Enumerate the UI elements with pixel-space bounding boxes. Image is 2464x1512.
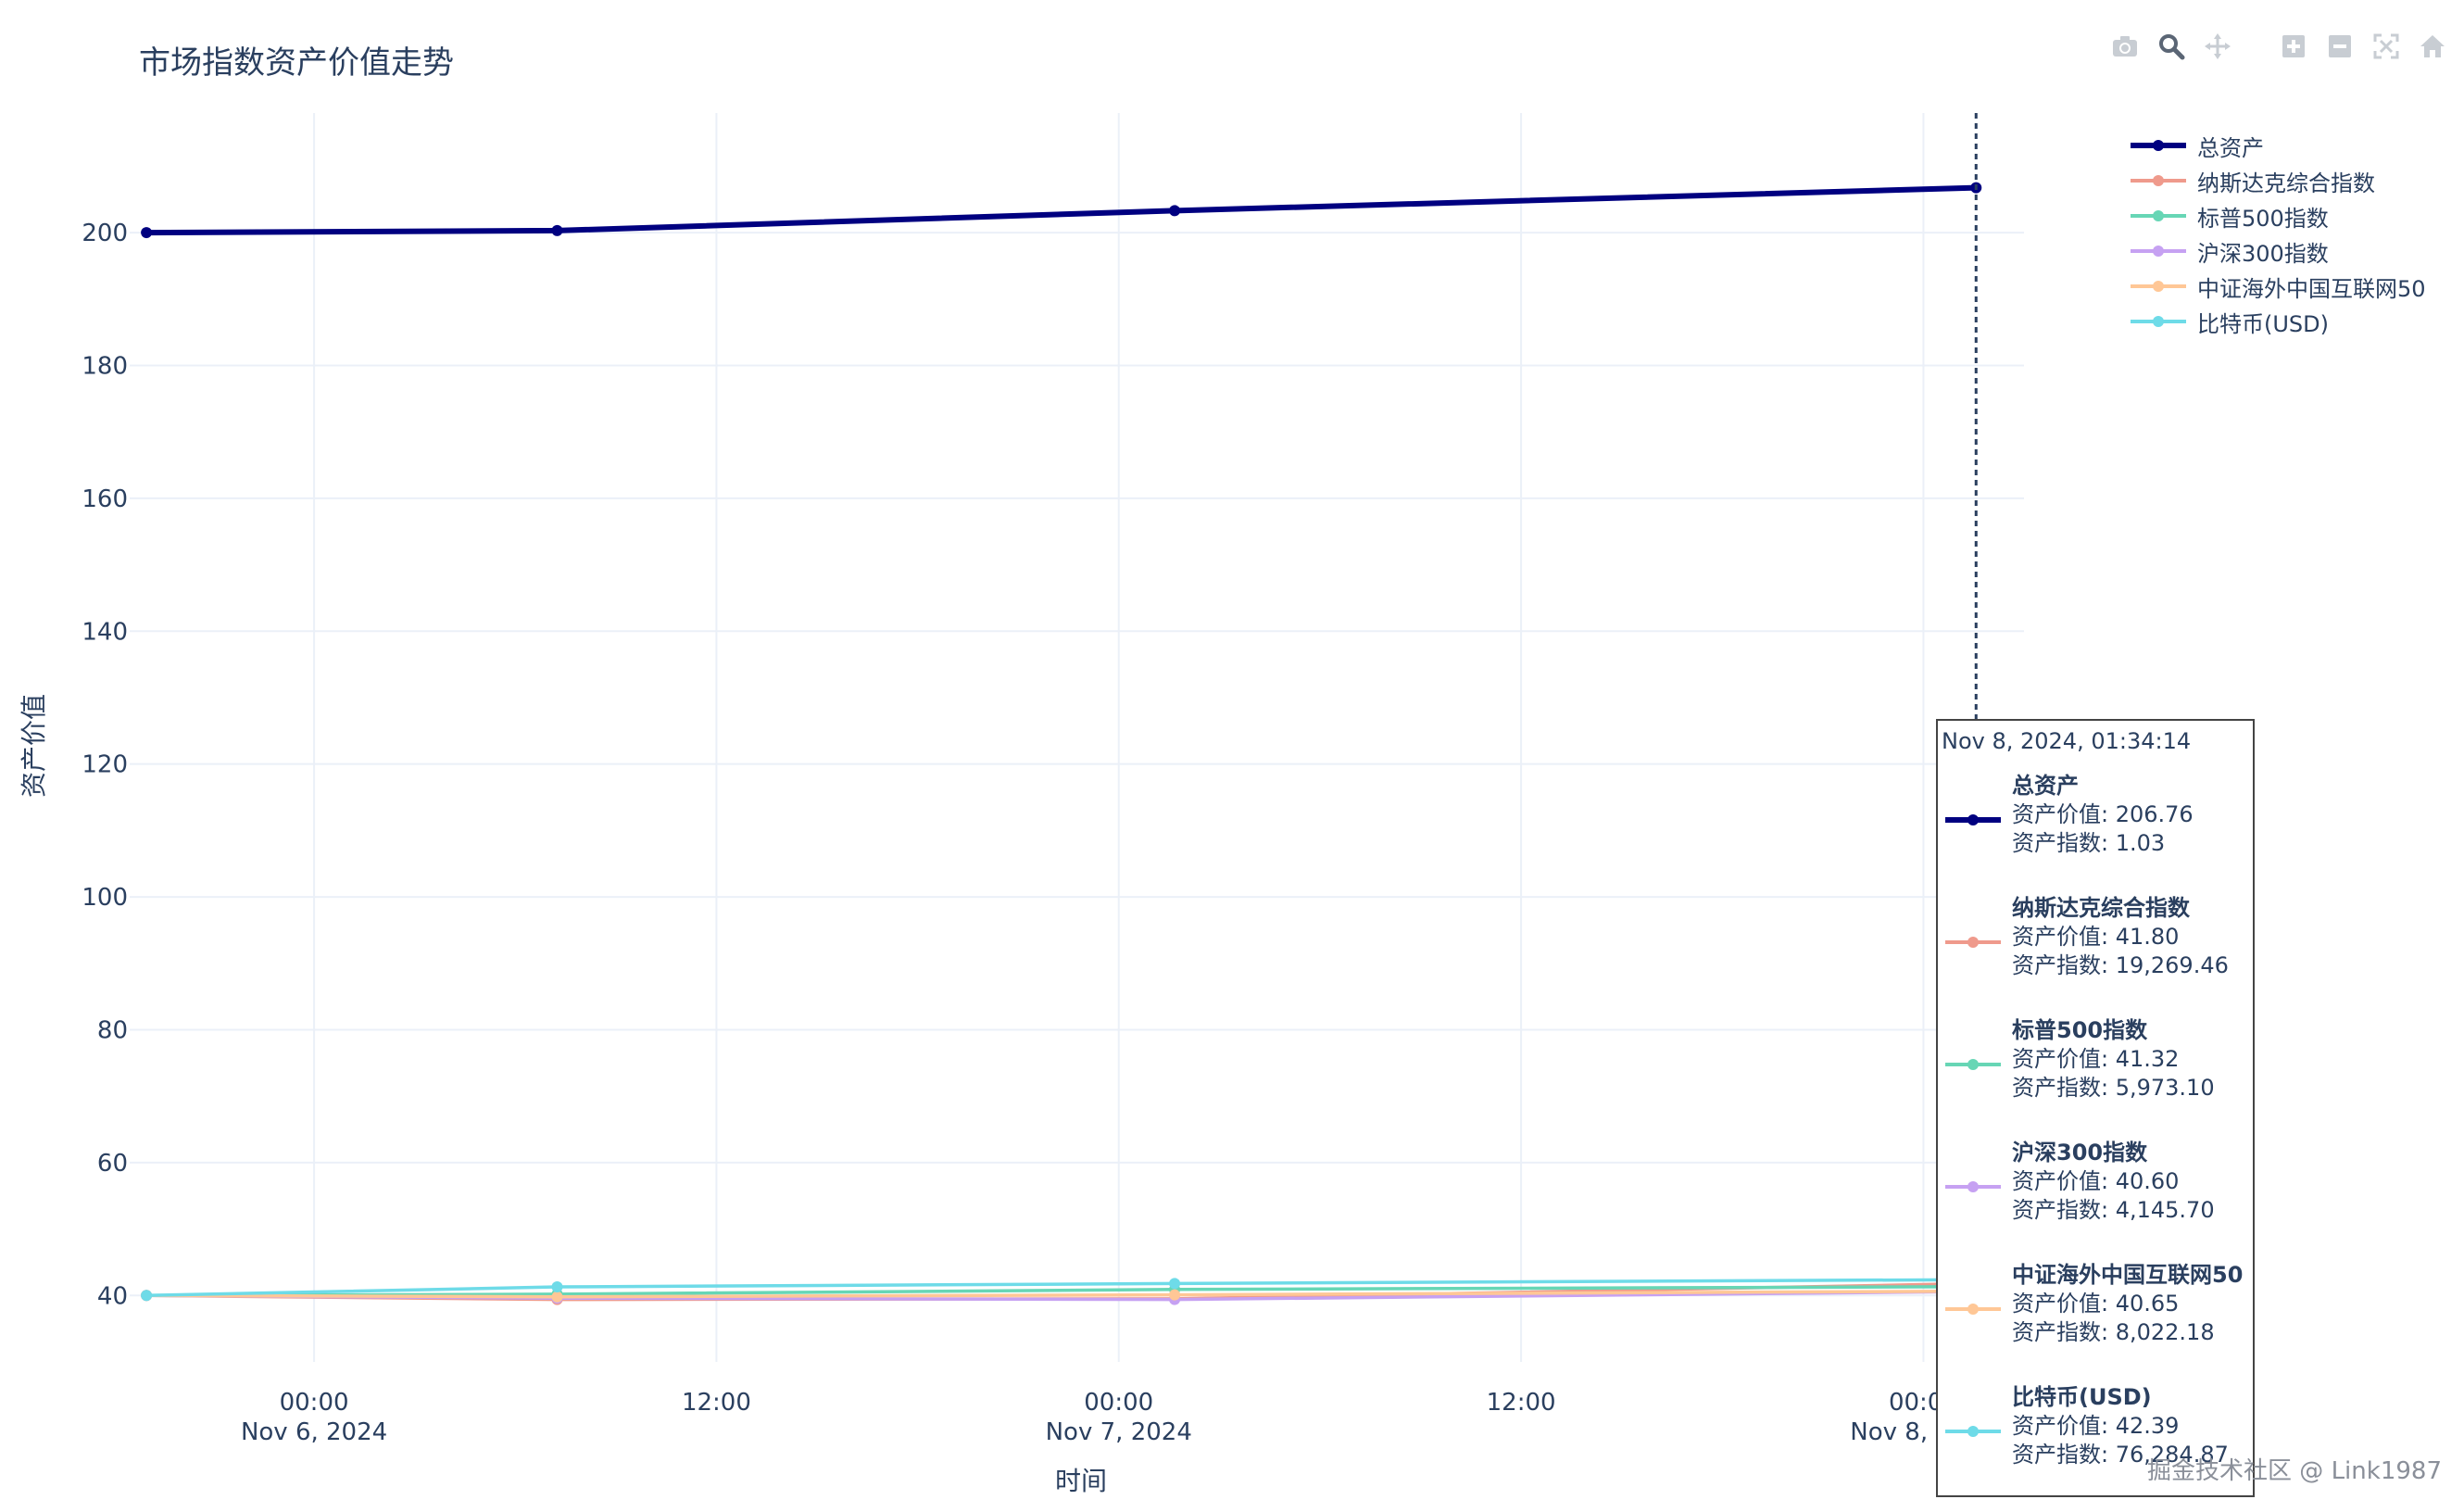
tooltip-index: 资产指数: 19,269.46 (2012, 952, 2229, 978)
tooltip-swatch (1945, 1059, 2001, 1070)
tooltip-swatch (1945, 1181, 2001, 1192)
series-4-point[interactable] (551, 1291, 563, 1303)
x-tick-date-label: Nov 6, 2024 (241, 1418, 387, 1446)
legend-item[interactable]: 纳斯达克综合指数 (2131, 163, 2426, 198)
legend-label: 中证海外中国互联网50 (2197, 275, 2426, 302)
y-tick-label: 200 (82, 220, 128, 247)
tooltip-index: 资产指数: 1.03 (2012, 830, 2166, 856)
tooltip-value: 资产价值: 41.80 (2012, 924, 2180, 950)
tooltip-swatch (1945, 1304, 2001, 1315)
chart-title: 市场指数资产价值走势 (139, 44, 454, 82)
series-5-point[interactable] (551, 1280, 563, 1292)
tooltip-index: 资产指数: 8,022.18 (2012, 1319, 2215, 1345)
legend-item[interactable]: 中证海外中国互联网50 (2131, 269, 2426, 304)
tooltip-index: 资产指数: 76,284.87 (2012, 1442, 2229, 1468)
tooltip-header: Nov 8, 2024, 01:34:14 (1942, 728, 2192, 754)
legend-label: 标普500指数 (2197, 205, 2329, 232)
tooltip-value: 资产价值: 40.60 (2012, 1168, 2180, 1194)
tooltip-value: 资产价值: 40.65 (2012, 1291, 2180, 1317)
legend-label: 纳斯达克综合指数 (2197, 170, 2375, 196)
series-4-point[interactable] (1169, 1289, 1181, 1301)
legend: 总资产纳斯达克综合指数 标普500指数 沪深300指数中证海外中国互联网50 比特币(… (2131, 128, 2426, 339)
legend-label: 总资产 (2197, 134, 2264, 161)
autoscale-icon[interactable] (2368, 28, 2405, 65)
reset-axes-icon[interactable] (2414, 28, 2451, 65)
tooltip-series-item: 中证海外中国互联网50 资产价值: 40.65 资产指数: 8,022.18 (1938, 1256, 2253, 1367)
tooltip-series-name: 沪深300指数 (2012, 1140, 2148, 1166)
series-0[interactable] (141, 182, 1982, 239)
y-tick-label: 100 (82, 884, 128, 912)
y-tick-label: 60 (97, 1150, 128, 1178)
x-tick-label: 00:00 (1084, 1389, 1153, 1417)
tooltip-series-item: 比特币(USD) 资产价值: 42.39 资产指数: 76,284.87 (1938, 1379, 2253, 1490)
series-0-point[interactable] (1169, 205, 1181, 217)
tooltip-series-item: 标普500指数资产价值: 41.32 资产指数: 5,973.10 (1938, 1012, 2253, 1123)
tooltip-value: 资产价值: 41.32 (2012, 1046, 2180, 1072)
series-5-point[interactable] (1169, 1278, 1181, 1290)
y-tick-label: 180 (82, 352, 128, 380)
x-tick-label: 00:00 (280, 1389, 349, 1417)
y-axis: 40 60 80 100 120 140 160 180 200 (82, 220, 128, 1310)
watermark: 掘金技术社区 @ Link1987 (2147, 1457, 2442, 1485)
tooltip-series-name: 标普500指数 (2012, 1017, 2148, 1043)
x-tick-date-label: Nov 7, 2024 (1046, 1418, 1192, 1446)
zoom-icon[interactable] (2153, 28, 2190, 65)
y-tick-label: 80 (97, 1016, 128, 1044)
tooltip-index: 资产指数: 4,145.70 (2012, 1197, 2215, 1223)
tooltip-series-name: 总资产 (2012, 773, 2079, 799)
tooltip-series-name: 比特币(USD) (2012, 1384, 2152, 1410)
series-5-line[interactable] (146, 1278, 1977, 1298)
legend-swatch (2131, 140, 2186, 151)
tooltip-series-name: 纳斯达克综合指数 (2012, 895, 2190, 921)
series-0-point[interactable] (141, 227, 153, 239)
tooltip-series-item: 纳斯达克综合指数 资产价值: 41.80 资产指数: 19,269.46 (1938, 889, 2253, 1001)
tooltip-value: 资产价值: 42.39 (2012, 1413, 2180, 1439)
series-0-point[interactable] (551, 224, 563, 236)
legend-item[interactable]: 沪深300指数 (2131, 233, 2426, 269)
modebar-toolbar (2106, 28, 2451, 65)
tooltip-swatch (1945, 814, 2001, 825)
legend-swatch (2131, 246, 2186, 257)
legend-item[interactable]: 总资产 (2131, 128, 2426, 163)
legend-label: 比特币(USD) (2197, 310, 2330, 337)
tooltip-index: 资产指数: 5,973.10 (2012, 1075, 2215, 1101)
series-4-line[interactable] (146, 1289, 1977, 1299)
x-tick-label: 12:00 (1487, 1389, 1556, 1417)
y-tick-label: 120 (82, 751, 128, 779)
tooltip-series-item: 沪深300指数 资产价值: 40.60 资产指数: 4,145.70 (1938, 1134, 2253, 1245)
tooltip-series-item: 总资产 资产价值: 206.76 资产指数: 1.03 (1938, 767, 2253, 878)
y-tick-label: 40 (97, 1282, 128, 1310)
zoom-out-icon[interactable] (2321, 28, 2358, 65)
tooltip-swatch (1945, 937, 2001, 948)
legend-item[interactable]: 标普500指数 (2131, 198, 2426, 233)
x-axis-title: 时间 (1055, 1466, 1107, 1496)
y-tick-label: 140 (82, 618, 128, 646)
legend-swatch (2131, 210, 2186, 221)
y-axis-title: 资产价值 (19, 694, 49, 798)
zoom-in-icon[interactable] (2275, 28, 2312, 65)
legend-swatch (2131, 281, 2186, 292)
legend-swatch (2131, 316, 2186, 327)
legend-label: 沪深300指数 (2197, 240, 2329, 267)
tooltip-swatch (1945, 1426, 2001, 1437)
pan-icon[interactable] (2199, 28, 2236, 65)
series-0-line[interactable] (146, 184, 1977, 236)
x-tick-label: 12:00 (682, 1389, 751, 1417)
hover-tooltip: Nov 8, 2024, 01:34:14 总资产 资产价值: 206.76 资产指… (1936, 719, 2255, 1497)
tooltip-series-name: 中证海外中国互联网50 (2012, 1262, 2244, 1288)
camera-icon[interactable] (2106, 28, 2143, 65)
tooltip-value: 资产价值: 206.76 (2012, 801, 2194, 827)
series-lines (141, 182, 1982, 1305)
legend-swatch (2131, 175, 2186, 186)
gridlines (130, 113, 2024, 1362)
series-5-point[interactable] (141, 1290, 153, 1302)
legend-item[interactable]: 比特币(USD) (2131, 304, 2426, 339)
y-tick-label: 160 (82, 485, 128, 513)
